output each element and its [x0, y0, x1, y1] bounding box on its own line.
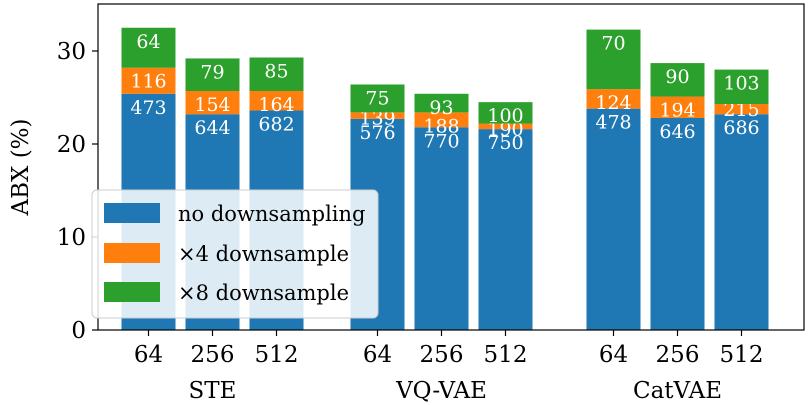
- data-label-vq-vae-512-1: 190: [487, 119, 523, 141]
- bar-segment-catvae-64-0: [586, 108, 641, 330]
- group-label-ste: STE: [189, 378, 237, 404]
- legend-swatch-no-downsampling: [104, 203, 160, 223]
- bar-segment-ste-256-1: [185, 90, 240, 115]
- x-tick-label-catvae-512: 512: [720, 342, 764, 368]
- bar-segment-ste-64-2: [121, 27, 176, 68]
- data-label-catvae-512-2: 103: [723, 73, 759, 95]
- bar-segment-catvae-256-1: [650, 96, 705, 118]
- legend-box: [91, 189, 379, 319]
- bar-segment-vq-vae-512-1: [478, 123, 533, 130]
- bar-segment-catvae-512-1: [714, 104, 769, 115]
- data-label-vq-vae-256-2: 93: [429, 97, 453, 119]
- data-label-ste-64-0: 473: [130, 97, 166, 119]
- data-label-ste-256-1: 154: [194, 94, 230, 116]
- data-label-ste-512-0: 682: [258, 114, 294, 136]
- data-label-vq-vae-64-1: 139: [359, 107, 395, 129]
- data-label-ste-512-2: 85: [264, 61, 288, 83]
- data-label-vq-vae-64-2: 75: [365, 87, 389, 109]
- bar-segment-catvae-256-0: [650, 117, 705, 331]
- group-label-catvae: CatVAE: [633, 378, 722, 404]
- plot-frame: [97, 3, 805, 331]
- bar-segment-vq-vae-64-2: [350, 84, 405, 113]
- data-label-ste-512-1: 164: [258, 94, 294, 116]
- x-tick-label-catvae-256: 256: [656, 342, 700, 368]
- data-label-catvae-512-0: 686: [723, 117, 759, 139]
- bar-segment-vq-vae-64-1: [350, 112, 405, 119]
- y-axis-label: ABX (%): [8, 119, 34, 217]
- bar-segment-ste-512-1: [249, 90, 304, 111]
- y-tick-label: 20: [57, 132, 86, 158]
- bar-segment-vq-vae-256-2: [414, 93, 469, 113]
- legend-swatch-x8-downsample: [104, 282, 160, 302]
- x-tick-label-ste-64: 64: [134, 342, 163, 368]
- data-label-vq-vae-256-1: 188: [423, 115, 459, 137]
- data-label-ste-256-0: 644: [194, 117, 230, 139]
- data-label-catvae-64-2: 70: [601, 33, 625, 55]
- bar-segment-vq-vae-512-2: [478, 102, 533, 124]
- data-label-vq-vae-512-2: 100: [487, 105, 523, 127]
- bar-segment-ste-512-2: [249, 57, 304, 91]
- group-label-vq-vae: VQ-VAE: [395, 378, 487, 404]
- bar-segment-catvae-64-2: [586, 29, 641, 90]
- data-label-catvae-512-1: 215: [723, 99, 759, 121]
- data-label-ste-64-1: 116: [130, 71, 166, 93]
- legend: no downsampling ×4 downsample ×8 downsam…: [91, 189, 379, 319]
- x-tick-label-ste-512: 512: [255, 342, 299, 368]
- y-tick-label: 0: [71, 318, 86, 344]
- bar-segment-ste-256-2: [185, 58, 240, 91]
- x-tick-label-ste-256: 256: [191, 342, 235, 368]
- bar-segment-catvae-512-0: [714, 114, 769, 331]
- bar-segment-catvae-256-2: [650, 63, 705, 97]
- x-tick-label-vq-vae-256: 256: [420, 342, 464, 368]
- data-label-ste-256-2: 79: [200, 61, 224, 83]
- legend-swatch-x4-downsample: [104, 243, 160, 263]
- y-tick-label: 30: [57, 39, 86, 65]
- data-label-catvae-256-2: 90: [665, 66, 689, 88]
- y-tick-label: 10: [57, 225, 86, 251]
- x-tick-label-catvae-64: 64: [599, 342, 628, 368]
- bar-segment-vq-vae-512-0: [478, 129, 533, 330]
- legend-label-x4-downsample: ×4 downsample: [178, 242, 349, 266]
- data-label-ste-64-2: 64: [136, 31, 160, 53]
- legend-label-x8-downsample: ×8 downsample: [178, 281, 349, 305]
- x-tick-label-vq-vae-64: 64: [363, 342, 392, 368]
- x-tick-label-vq-vae-512: 512: [484, 342, 528, 368]
- data-label-catvae-64-0: 478: [595, 112, 631, 134]
- bar-segment-vq-vae-256-0: [414, 127, 469, 330]
- bar-segment-vq-vae-256-1: [414, 112, 469, 128]
- bar-segment-ste-64-1: [121, 67, 176, 94]
- bar-segment-catvae-512-2: [714, 69, 769, 105]
- legend-label-no-downsampling: no downsampling: [178, 202, 365, 226]
- data-label-catvae-256-1: 194: [659, 100, 695, 122]
- data-label-vq-vae-512-0: 750: [487, 132, 523, 154]
- bar-segment-catvae-64-1: [586, 89, 641, 109]
- data-label-catvae-256-0: 646: [659, 121, 695, 143]
- data-label-catvae-64-1: 124: [595, 92, 631, 114]
- data-label-vq-vae-64-0: 576: [359, 122, 395, 144]
- data-label-vq-vae-256-0: 770: [423, 130, 459, 152]
